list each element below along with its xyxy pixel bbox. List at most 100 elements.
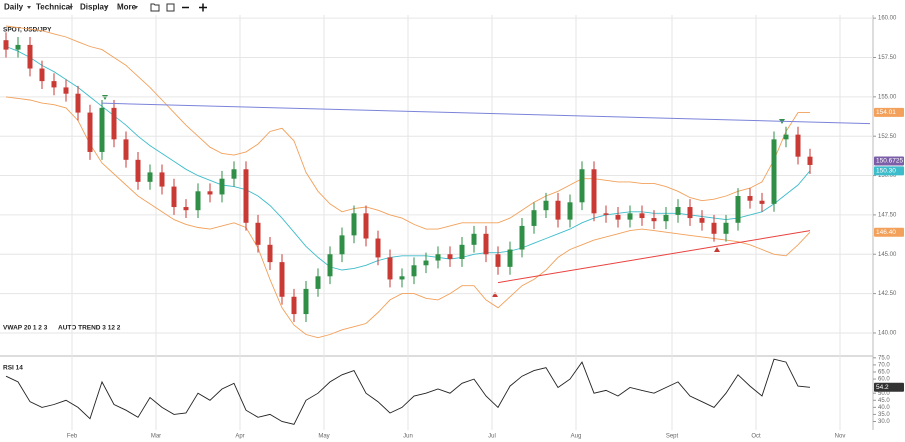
candle-body bbox=[351, 213, 357, 236]
dropdown-arrow[interactable] bbox=[104, 6, 108, 9]
candle-body bbox=[591, 169, 597, 214]
rsi-tick-label: 45.0 bbox=[878, 398, 890, 404]
price-tag-bg bbox=[874, 107, 904, 117]
candle-body bbox=[651, 218, 657, 222]
trend-line bbox=[497, 230, 811, 284]
save-icon[interactable] bbox=[166, 3, 175, 12]
rsi-tick-label: 70.0 bbox=[878, 362, 890, 368]
candle-body bbox=[555, 200, 561, 220]
candle-body bbox=[459, 244, 465, 259]
rsi-line bbox=[5, 358, 811, 425]
candle-body bbox=[159, 172, 165, 187]
zoom-in-icon[interactable] bbox=[199, 3, 207, 12]
candle-body bbox=[711, 222, 717, 234]
x-tick-label: Nov bbox=[835, 434, 846, 440]
candle-body bbox=[387, 257, 393, 280]
x-tick-label: May bbox=[318, 434, 329, 440]
menu-daily[interactable]: Daily bbox=[4, 3, 24, 12]
candle-body bbox=[87, 112, 93, 152]
candle-body bbox=[795, 134, 801, 157]
rsi-tick-label: 35.0 bbox=[878, 412, 890, 418]
candle-body bbox=[303, 288, 309, 315]
x-tick-label: Feb bbox=[67, 434, 78, 440]
menu-technical[interactable]: Technical bbox=[36, 3, 72, 12]
candle-body bbox=[3, 40, 9, 50]
candle-body bbox=[111, 107, 117, 140]
candle-body bbox=[747, 196, 753, 201]
candle-body bbox=[399, 276, 405, 280]
price-tag-bg bbox=[874, 166, 904, 176]
y-tick-label: 147.50 bbox=[878, 212, 897, 218]
menu-display[interactable]: Display bbox=[80, 3, 109, 12]
candle-body bbox=[75, 93, 81, 113]
candle-body bbox=[519, 225, 525, 250]
dropdown-arrow[interactable] bbox=[27, 6, 31, 9]
candle-body bbox=[783, 134, 789, 140]
candle-body bbox=[663, 214, 669, 222]
candle-body bbox=[195, 191, 201, 211]
signal-up bbox=[714, 247, 720, 252]
candle-body bbox=[15, 44, 21, 50]
trend-line bbox=[101, 102, 871, 125]
rsi-tick-label: 65.0 bbox=[878, 370, 890, 376]
menu-more[interactable]: More bbox=[117, 3, 137, 12]
x-tick-label: Sept bbox=[666, 434, 679, 440]
candle-body bbox=[219, 178, 225, 195]
dropdown-arrow[interactable] bbox=[69, 6, 73, 9]
candle-body bbox=[99, 107, 105, 152]
candle-body bbox=[363, 213, 369, 239]
rsi-tick-label: 60.0 bbox=[878, 377, 890, 383]
trend-label: AUTO TREND 3 12 2 bbox=[58, 325, 121, 332]
candle-body bbox=[579, 169, 585, 203]
grid bbox=[0, 15, 873, 430]
candle-body bbox=[27, 44, 33, 69]
y-tick-label: 155.00 bbox=[878, 94, 897, 100]
candle-body bbox=[435, 254, 441, 261]
candle-body bbox=[675, 207, 681, 215]
x-tick-label: Jun bbox=[403, 434, 413, 440]
candle-body bbox=[771, 139, 777, 204]
candle-body bbox=[423, 260, 429, 266]
instrument-title: SPOT, USD/JPY bbox=[3, 27, 52, 34]
y-tick-label: 157.50 bbox=[878, 55, 897, 61]
rsi-tag: 54.2 bbox=[876, 384, 889, 391]
candle-body bbox=[51, 81, 57, 88]
last-price-tag-bg bbox=[874, 156, 904, 166]
candle-body bbox=[507, 249, 513, 267]
candle-body bbox=[375, 238, 381, 258]
x-tick-label: Mar bbox=[151, 434, 161, 440]
signal-markers bbox=[102, 95, 785, 297]
candle-body bbox=[531, 210, 537, 226]
candle-body bbox=[543, 200, 549, 211]
x-tick-label: Apr bbox=[235, 434, 244, 440]
candle-body bbox=[147, 172, 153, 182]
candle-body bbox=[291, 296, 297, 315]
candle-body bbox=[495, 254, 501, 267]
overlay-line bbox=[5, 96, 811, 339]
candle-body bbox=[267, 244, 273, 263]
rsi-tick-label: 75.0 bbox=[878, 355, 890, 361]
open-icon[interactable] bbox=[150, 3, 160, 12]
dropdown-arrow[interactable] bbox=[134, 6, 138, 9]
candle-body bbox=[255, 222, 261, 245]
candle-body bbox=[639, 213, 645, 219]
candle-body bbox=[759, 200, 765, 204]
y-tick-label: 142.50 bbox=[878, 291, 897, 297]
candle-body bbox=[231, 169, 237, 179]
candle-body bbox=[183, 207, 189, 211]
y-tick-label: 145.00 bbox=[878, 252, 897, 258]
rsi-tick-label: 40.0 bbox=[878, 405, 890, 411]
candle-body bbox=[807, 156, 813, 165]
candle-body bbox=[735, 196, 741, 223]
x-tick-label: Aug bbox=[571, 434, 582, 440]
candle-body bbox=[171, 186, 177, 208]
candle-body bbox=[615, 214, 621, 220]
price-tag: 150.30 bbox=[876, 168, 896, 175]
y-tick-label: 160.00 bbox=[878, 16, 897, 22]
rsi-tick-label: 30.0 bbox=[878, 419, 890, 425]
overlay-label: VWAP 20 1 2 3 bbox=[3, 325, 48, 332]
candle-body bbox=[687, 207, 693, 219]
price-tag: 154.01 bbox=[876, 109, 896, 116]
toolbar: Daily Technical Display More bbox=[0, 0, 905, 15]
